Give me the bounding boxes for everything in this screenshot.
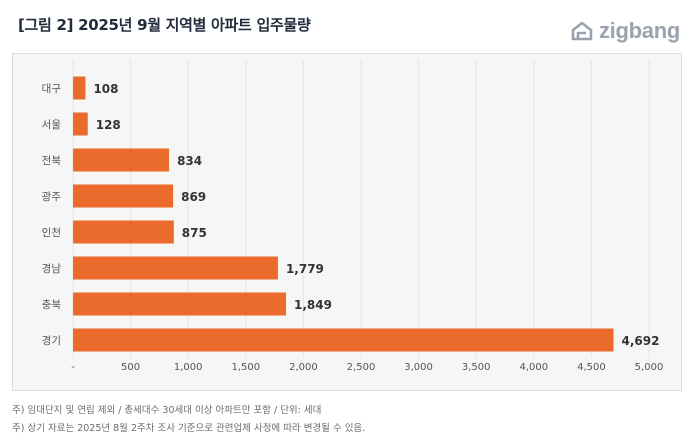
category-label: 서울 [42,119,62,131]
value-label: 869 [181,190,206,204]
category-label: 전북 [42,155,62,167]
footnote-1: 주) 임대단지 및 연립 제외 / 총세대수 30세대 이상 아파트만 포함 /… [12,405,322,416]
x-tick-label: - [71,362,75,373]
x-tick-label: 3,000 [404,362,433,373]
category-label: 경남 [42,262,62,275]
value-label: 1,849 [294,298,332,312]
bar [73,256,278,280]
bar [73,292,287,316]
logo-text: zigbang [598,18,680,43]
x-tick-label: 1,000 [174,362,203,373]
value-label: 4,692 [622,334,660,348]
value-label: 128 [96,118,121,132]
x-tick-label: 2,000 [289,362,318,373]
zigbang-house-icon [571,21,593,41]
bar [73,220,174,244]
x-tick-label: 4,500 [577,362,606,373]
footnote-2: 주) 상기 자료는 2025년 8월 2주차 조사 기준으로 관련업체 사정에 … [12,423,366,434]
value-label: 108 [93,82,118,96]
value-label: 1,779 [286,262,324,276]
bar [73,184,174,208]
x-tick-label: 1,500 [231,362,260,373]
category-label: 인천 [42,227,61,239]
x-tick-label: 4,000 [519,362,548,373]
chart-title: [그림 2] 2025년 9월 지역별 아파트 입주물량 [18,16,311,34]
x-tick-label: 5,000 [635,362,664,373]
x-tick-label: 2,500 [347,362,376,373]
category-label: 충북 [42,299,62,311]
category-label: 경기 [42,334,61,347]
x-tick-label: 500 [121,362,140,373]
value-label: 834 [177,154,202,168]
value-label: 875 [182,226,207,240]
brand-logo: zigbang [570,18,680,44]
chart-panel: - 500 1,000 1,500 2,000 2,500 3,000 3,500 4,000 4… [12,53,682,391]
bar [73,328,614,352]
bar [73,112,88,136]
bar-chart: - 500 1,000 1,500 2,000 2,500 3,000 3,500 4,000 4… [42,60,664,373]
bar [73,76,86,100]
footnotes: 주) 임대단지 및 연립 제외 / 총세대수 30세대 이상 아파트만 포함 /… [12,402,365,438]
x-tick-label: 3,500 [462,362,491,373]
category-label: 광주 [42,191,62,203]
category-label: 대구 [42,83,62,95]
bar [73,148,170,172]
